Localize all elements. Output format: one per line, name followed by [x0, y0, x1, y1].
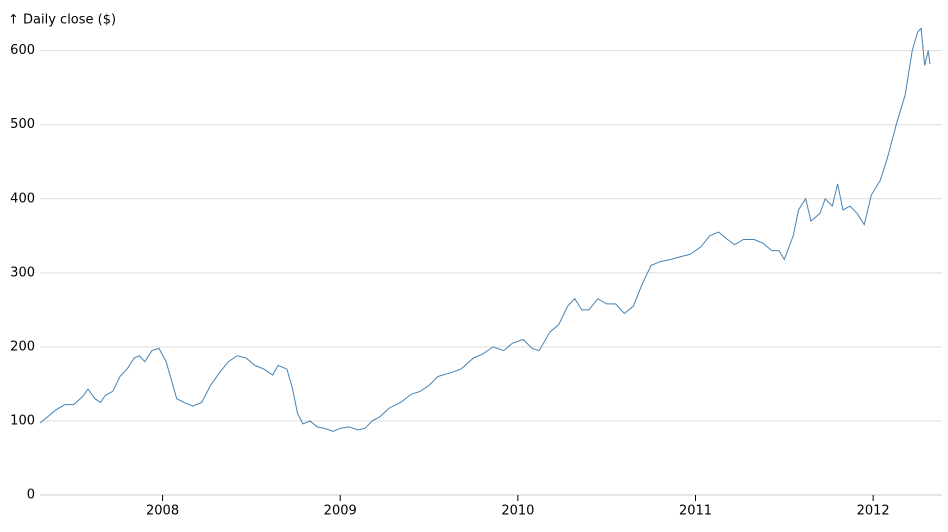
- y-tick-label: 300: [10, 265, 35, 280]
- y-tick-label: 0: [27, 488, 35, 503]
- x-tick-label: 2009: [324, 504, 357, 519]
- x-tick-label: 2011: [679, 504, 712, 519]
- y-tick-label: 500: [10, 117, 35, 132]
- x-tick-label: 2010: [501, 504, 534, 519]
- x-tick-label: 2012: [857, 504, 890, 519]
- y-tick-label: 400: [10, 191, 35, 206]
- y-tick-label: 200: [10, 339, 35, 354]
- price-line: [39, 27, 931, 432]
- y-tick-label: 100: [10, 413, 35, 428]
- x-tick-label: 2008: [146, 504, 179, 519]
- y-tick-label: 600: [10, 43, 35, 58]
- y-axis-label: ↑ Daily close ($): [8, 13, 116, 28]
